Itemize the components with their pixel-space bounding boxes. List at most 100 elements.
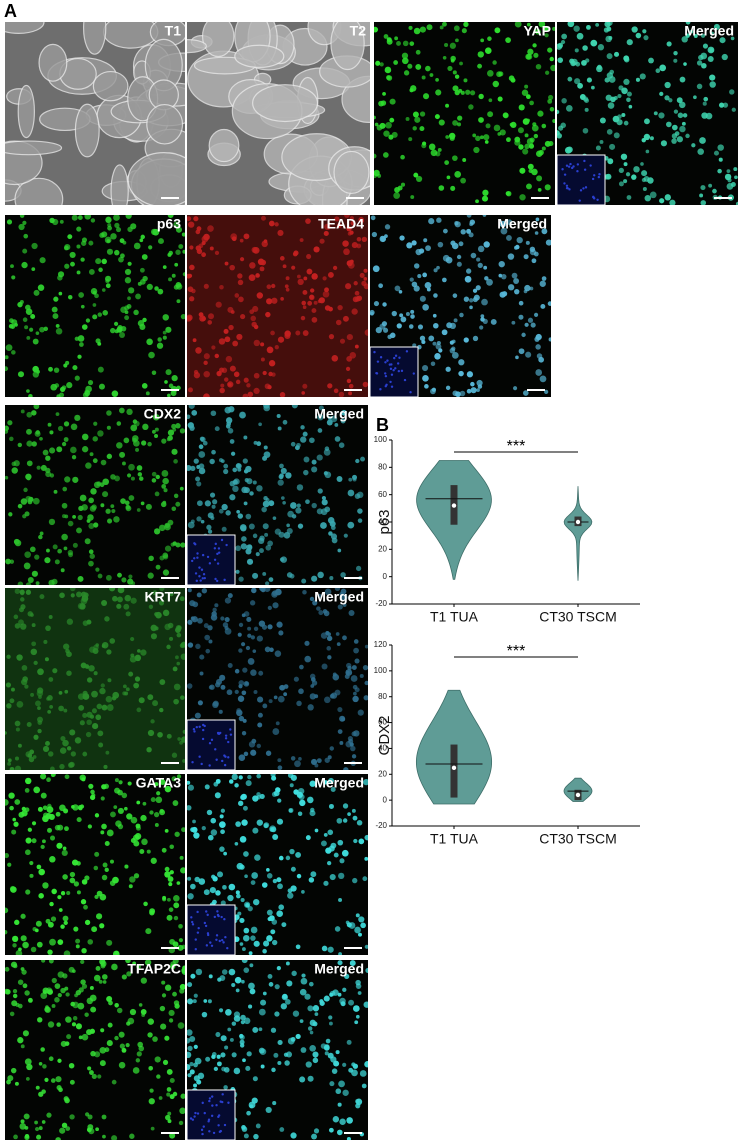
nucleus [23,1113,30,1120]
nucleus [274,345,279,350]
nucleus [406,242,413,249]
nucleus [14,323,18,327]
nucleus [44,557,51,564]
nucleus [521,89,529,96]
nucleus [513,278,520,284]
nucleus [275,787,280,793]
nucleus [693,34,698,39]
nucleus [125,960,131,964]
nucleus [337,960,343,966]
nucleus [236,509,240,514]
nucleus [164,545,172,552]
nucleus [35,430,41,435]
nucleus [81,947,87,954]
nucleus [141,383,148,389]
nucleus [344,215,350,218]
nucleus [456,254,462,260]
nucleus [635,32,642,39]
nucleus [24,551,32,558]
nucleus [124,691,129,696]
nucleus [92,314,98,320]
nucleus [198,312,204,317]
nucleus [162,1059,169,1066]
nucleus [408,324,414,329]
nucleus [389,98,396,105]
nucleus [595,145,601,151]
nucleus [253,440,258,445]
nucleus [302,330,309,336]
nucleus [203,283,209,289]
nucleus [317,593,322,598]
nucleus [187,216,192,222]
inset-dot [210,738,214,742]
nucleus [295,507,302,514]
nucleus [180,641,185,648]
nucleus [405,312,410,317]
inset-dot [223,1123,227,1127]
inset-dot [191,920,194,924]
nucleus [45,987,53,995]
nucleus [612,115,620,123]
nucleus [27,997,33,1003]
nucleus [541,123,547,129]
nucleus [225,1009,232,1016]
nucleus [518,104,525,111]
nucleus [210,817,217,824]
nucleus [259,793,265,799]
nucleus [26,722,32,727]
nucleus [81,324,88,330]
nucleus [541,146,546,151]
nucleus [77,1002,85,1010]
nucleus [70,1001,76,1007]
inset-dot [200,762,203,766]
nucleus [214,426,220,432]
violin [563,486,593,581]
nucleus [55,323,60,328]
nucleus [20,623,27,630]
nucleus [207,999,212,1004]
nucleus [105,216,112,224]
nucleus [287,774,294,779]
nucleus [405,117,410,121]
nucleus [267,974,273,979]
nucleus [455,38,459,43]
inset-dot [210,1095,214,1098]
inset-dot [390,385,394,388]
nucleus [317,488,323,494]
nucleus [255,1123,261,1129]
nucleus [221,503,228,511]
inset-dot [215,938,218,941]
nucleus [100,503,105,508]
nucleus [346,356,352,362]
nucleus [272,1101,277,1106]
nucleus [174,831,180,837]
nucleus [348,391,353,396]
nucleus [408,25,413,30]
nucleus [352,1005,360,1012]
cell-colony [330,22,365,71]
nucleus [44,1077,49,1082]
nucleus [17,581,24,585]
nucleus [415,49,421,55]
nucleus [454,74,460,79]
nucleus [88,549,94,555]
nucleus [239,1043,245,1048]
nucleus [643,133,651,141]
nucleus [396,40,401,46]
nucleus [196,592,202,598]
nucleus [15,950,23,955]
nucleus [262,703,268,709]
nucleus [47,695,53,701]
nucleus [97,430,104,437]
nucleus [187,464,192,472]
nucleus [717,144,724,151]
nucleus [436,265,440,270]
nucleus [470,252,477,259]
nucleus [19,215,25,218]
nucleus [55,412,60,417]
nucleus [40,464,47,472]
nucleus [279,684,286,691]
nucleus [253,940,260,947]
nucleus [179,983,185,990]
inset-dot [565,164,569,167]
